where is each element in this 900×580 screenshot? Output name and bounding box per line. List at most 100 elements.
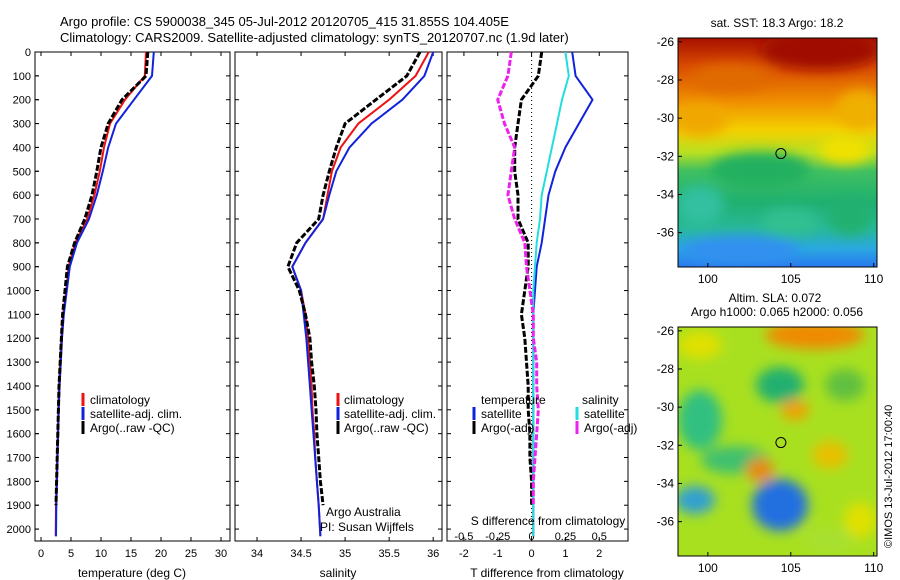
difference-panel-frame	[446, 51, 629, 542]
s-difference-tick-label: 0	[529, 531, 535, 543]
depth-tick-label: 1500	[7, 405, 31, 417]
temperature-axis-label: temperature (deg C)	[78, 566, 186, 580]
depth-tick-label: 2000	[7, 524, 31, 536]
map-y-tick-label: -36	[657, 226, 675, 240]
temperature-legend: climatology satellite-adj. clim. Argo(..…	[81, 393, 182, 435]
map-y-tick-label: -32	[657, 438, 675, 452]
map-y-tick-label: -30	[657, 400, 675, 414]
x-tick-label: 35	[339, 548, 351, 560]
legend-satellite-label: satellite-adj. clim.	[90, 407, 182, 421]
legend-sal-satellite-label: satellite	[584, 407, 625, 421]
sla-map-panel: Altim. SLA: 0.072 Argo h1000: 0.065 h200…	[657, 291, 884, 575]
salinity-profile-panel: 34 34.5 35 35.5 36	[235, 51, 442, 560]
sst-map-title: sat. SST: 18.3 Argo: 18.2	[711, 16, 844, 30]
sla-map-subtitle: Argo h1000: 0.065 h2000: 0.056	[691, 305, 863, 319]
legend-temp-satellite-label: satellite	[481, 407, 522, 421]
x-tick-label: 36	[427, 548, 439, 560]
series-line	[54, 51, 147, 537]
s-difference-axis-label: S difference from climatology	[471, 514, 626, 528]
depth-tick-label: 400	[13, 142, 31, 154]
temperature-profile-panel: 0 5 10 15 20 25 30	[35, 51, 230, 560]
series-line	[532, 51, 594, 537]
series-line	[54, 51, 150, 506]
depth-tick-label: 1000	[7, 286, 31, 298]
x-tick-label: 34	[251, 548, 263, 560]
argo-location-marker	[775, 148, 787, 160]
sla-heatmap	[678, 327, 877, 556]
x-tick-label: 25	[185, 548, 197, 560]
s-difference-tick-label: 0.25	[555, 531, 576, 543]
map-x-tick-label: 100	[698, 272, 718, 286]
s-difference-tick-label: 0.5	[592, 531, 607, 543]
legend-climatology-label: climatology	[344, 393, 404, 407]
map-x-tick-label: 110	[864, 272, 883, 286]
x-tick-label: 35.5	[378, 548, 399, 560]
depth-tick-label: 900	[13, 262, 31, 274]
series-line	[291, 51, 435, 537]
salinity-legend: climatology satellite-adj. clim. Argo(..…	[320, 393, 436, 534]
depth-tick-label: 1300	[7, 357, 31, 369]
sla-map-axes: 100 105 110 -26 -28 -30 -32 -34 -36	[657, 324, 884, 575]
imos-credit: ©IMOS 13-Jul-2012 17:00:40	[883, 405, 895, 548]
x-tick-label: -2	[459, 548, 469, 560]
legend-sal-argo-label: Argo(-adj)	[584, 421, 637, 435]
legend-argo-label: Argo(..raw -QC)	[90, 421, 175, 435]
depth-tick-label: 500	[13, 166, 31, 178]
depth-tick-label: 200	[13, 95, 31, 107]
figure-title-line2: Climatology: CARS2009. Satellite-adjuste…	[60, 30, 569, 45]
depth-tick-label: 0	[25, 47, 31, 59]
x-tick-label: 5	[68, 548, 74, 560]
x-tick-label: 20	[155, 548, 167, 560]
x-tick-label: 0	[529, 548, 535, 560]
x-tick-label: 0	[38, 548, 44, 560]
argo-location-marker	[775, 437, 787, 449]
series-line	[291, 51, 430, 537]
map-y-tick-label: -28	[657, 362, 675, 376]
map-y-tick-label: -32	[657, 149, 675, 163]
sst-heatmap	[678, 38, 877, 267]
map-x-tick-label: 105	[781, 272, 801, 286]
depth-tick-label: 100	[13, 71, 31, 83]
difference-legend: temperature salinity satellite Argo(-adj…	[472, 393, 637, 435]
map-x-tick-label: 105	[781, 561, 801, 575]
depth-axis: 0 100 200 300 400 500 600 700 800 900 1000 1100 1200…	[7, 47, 39, 536]
series-line	[513, 51, 544, 506]
depth-tick-label: 300	[13, 119, 31, 131]
depth-tick-label: 1200	[7, 333, 31, 345]
legend-temp-argo-label: Argo(-adj)	[481, 421, 534, 435]
difference-profile-panel: -2 -1 0 1 2 -0.5 -0.25 0 0.25 0.5	[447, 51, 628, 560]
argo-australia-annotation: Argo Australia	[326, 505, 401, 519]
map-x-tick-label: 100	[698, 561, 718, 575]
x-tick-label: 34.5	[290, 548, 311, 560]
x-tick-label: 1	[562, 548, 568, 560]
temperature-panel-frame	[34, 51, 231, 542]
sla-map-frame	[677, 326, 878, 557]
map-y-tick-label: -34	[657, 187, 675, 201]
pi-annotation: PI: Susan Wijffels	[320, 520, 414, 534]
series-line	[55, 51, 155, 537]
map-y-tick-label: -30	[657, 111, 675, 125]
series-line	[496, 51, 540, 506]
legend-salinity-title: salinity	[582, 393, 619, 407]
depth-tick-label: 1900	[7, 500, 31, 512]
x-tick-label: -1	[493, 548, 503, 560]
legend-climatology-label: climatology	[90, 393, 150, 407]
x-tick-label: 2	[596, 548, 602, 560]
series-line	[532, 51, 570, 537]
depth-tick-label: 1700	[7, 453, 31, 465]
sla-map-title: Altim. SLA: 0.072	[729, 291, 822, 305]
legend-satellite-label: satellite-adj. clim.	[344, 407, 436, 421]
legend-argo-label: Argo(..raw -QC)	[344, 421, 429, 435]
s-difference-tick-label: -0.25	[485, 531, 510, 543]
sst-map-frame	[677, 37, 878, 268]
legend-temperature-title: temperature	[481, 393, 546, 407]
salinity-axis-label: salinity	[320, 566, 357, 580]
t-difference-axis-label: T difference from climatology	[470, 566, 624, 580]
series-line	[286, 51, 422, 506]
map-y-tick-label: -26	[657, 35, 675, 49]
x-tick-label: 30	[215, 548, 227, 560]
x-tick-label: 10	[95, 548, 107, 560]
depth-tick-label: 1600	[7, 429, 31, 441]
map-y-tick-label: -26	[657, 324, 675, 338]
